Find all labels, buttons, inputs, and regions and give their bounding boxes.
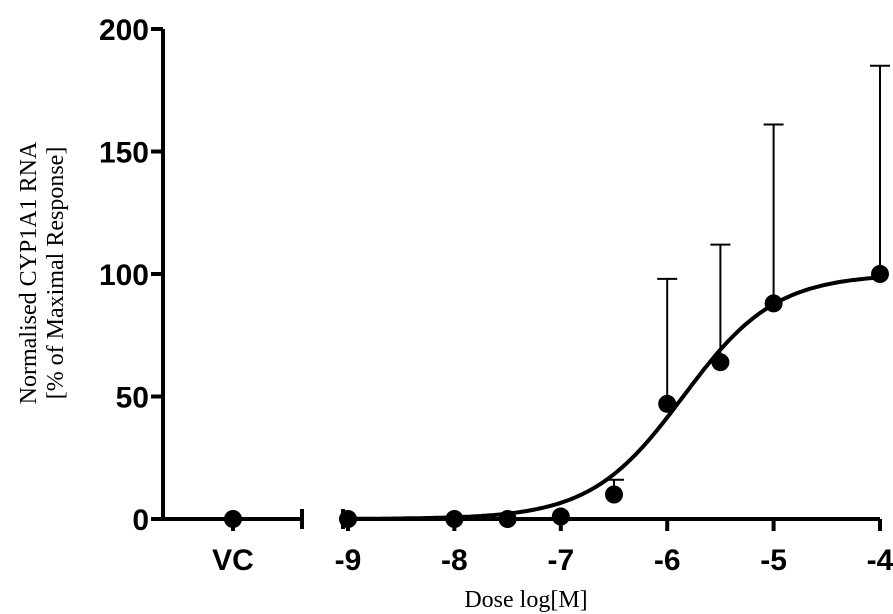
data-point	[605, 485, 623, 504]
x-tick-label: -8	[441, 544, 468, 577]
data-point	[764, 294, 783, 313]
x-tick-label: -6	[654, 544, 681, 577]
data-point	[711, 353, 730, 372]
data-point	[871, 265, 889, 283]
data-point	[498, 510, 517, 528]
x-tick-label: -4	[867, 544, 893, 577]
y-axis-label-line2: [% of Maximal Response]	[43, 147, 69, 400]
error-bars	[604, 64, 890, 495]
x-tick-label-vc: VC	[212, 544, 254, 577]
data-points	[224, 265, 889, 528]
x-axis: VC -9 -8 -7 -6 -5 -4	[163, 509, 893, 577]
fit-curve	[348, 275, 881, 521]
data-point	[339, 510, 357, 528]
data-point	[445, 510, 464, 528]
y-axis: 0 50 100 150 200	[99, 14, 165, 537]
x-tick-label: -7	[547, 544, 574, 577]
x-axis-label: Dose log[M]	[464, 587, 587, 613]
data-point-vc	[224, 510, 242, 528]
y-tick-label: 50	[116, 382, 149, 415]
x-tick-label: -9	[335, 544, 362, 577]
x-tick-label: -5	[760, 544, 787, 577]
y-tick-label: 0	[132, 504, 149, 537]
y-axis-label-line1: Normalised CYP1A1 RNA	[16, 141, 42, 404]
y-tick-label: 100	[99, 259, 149, 292]
y-tick-label: 200	[99, 14, 149, 47]
y-tick-label: 150	[99, 137, 149, 170]
data-point	[551, 507, 570, 526]
data-point	[658, 394, 677, 413]
